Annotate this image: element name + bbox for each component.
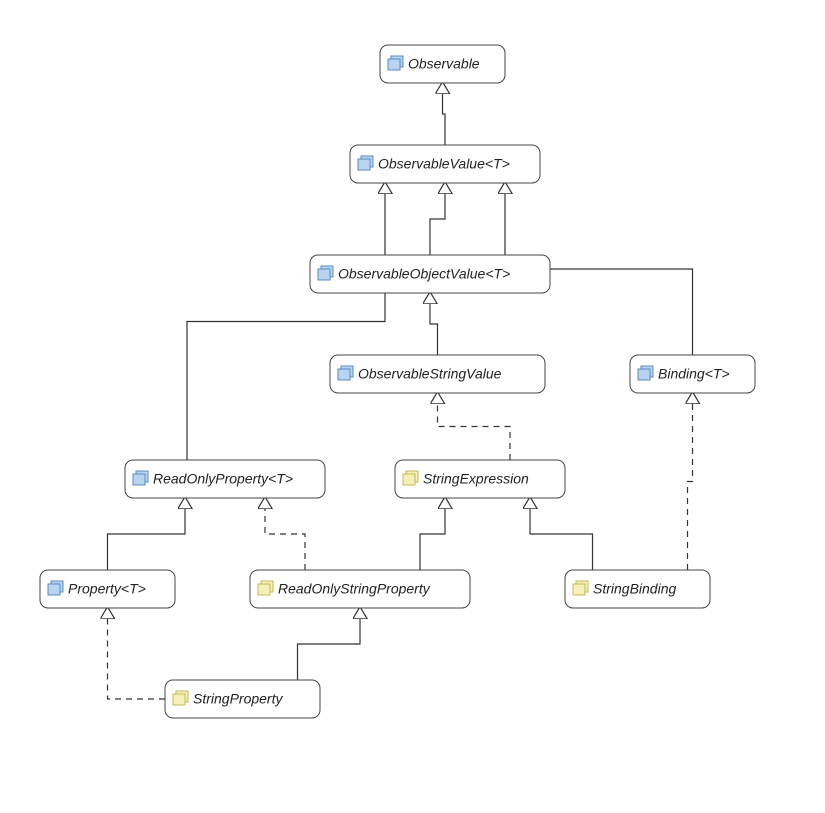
node-label: ObservableValue<T> xyxy=(378,156,510,172)
node-observableobjectvalue: ObservableObjectValue<T> xyxy=(310,255,550,293)
node-binding: Binding<T> xyxy=(630,355,755,393)
node-label: ReadOnlyProperty<T> xyxy=(153,471,293,487)
node-stringexpression: StringExpression xyxy=(395,460,565,498)
node-label: ReadOnlyStringProperty xyxy=(278,581,431,597)
node-readonlystringproperty: ReadOnlyStringProperty xyxy=(250,570,470,608)
node-label: ObservableObjectValue<T> xyxy=(338,266,510,282)
uml-diagram: Observable ObservableValue<T> ObservableOb… xyxy=(0,0,825,813)
node-label: StringProperty xyxy=(193,691,283,707)
node-label: StringBinding xyxy=(593,581,676,597)
node-observablevalue: ObservableValue<T> xyxy=(350,145,540,183)
node-label: Binding<T> xyxy=(658,366,730,382)
node-stringbinding: StringBinding xyxy=(565,570,710,608)
node-label: Property<T> xyxy=(68,581,146,597)
node-observable: Observable xyxy=(380,45,505,83)
node-property: Property<T> xyxy=(40,570,175,608)
node-observablestringvalue: ObservableStringValue xyxy=(330,355,545,393)
node-label: ObservableStringValue xyxy=(358,366,502,382)
node-readonlyproperty: ReadOnlyProperty<T> xyxy=(125,460,325,498)
node-label: Observable xyxy=(408,56,480,72)
node-stringproperty: StringProperty xyxy=(165,680,320,718)
node-label: StringExpression xyxy=(423,471,529,487)
